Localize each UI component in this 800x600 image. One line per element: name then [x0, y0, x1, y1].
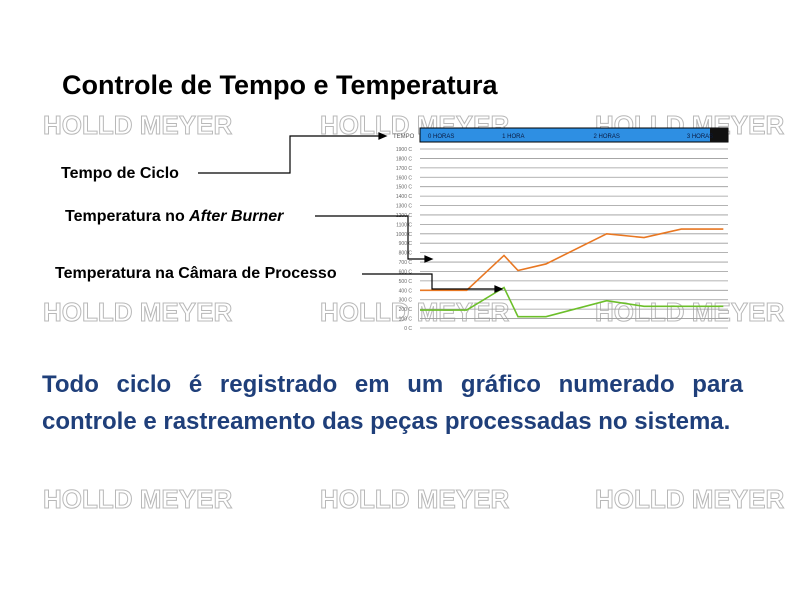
y-tick-label: 1600 C	[396, 175, 413, 181]
series-line-after-burner	[420, 228, 724, 292]
y-tick-label: 1300 C	[396, 204, 413, 210]
time-label: 3 HORAS	[687, 134, 713, 140]
series-line-chamber	[420, 286, 724, 318]
time-label: 0 HORAS	[428, 134, 454, 140]
y-tick-label: 1100 C	[396, 222, 412, 228]
y-tick-label: 700 C	[399, 260, 413, 266]
connector-cycle-time-arrow	[378, 132, 388, 140]
callout-after-burner: Temperatura no After Burner	[65, 208, 283, 226]
description-text: Todo ciclo é registrado em um gráfico nu…	[42, 371, 743, 435]
y-tick-label: 100 C	[399, 317, 413, 323]
time-header-end	[710, 128, 728, 142]
watermark: HOLLD MEYER	[319, 297, 510, 328]
time-header-bar	[419, 127, 729, 143]
time-label: 2 HORAS	[593, 134, 619, 140]
y-tick-label: 500 C	[399, 279, 413, 285]
callout-after-burner-prefix: Temperatura no	[65, 208, 190, 225]
y-tick-label: 300 C	[399, 298, 413, 304]
connector-after-burner	[315, 215, 426, 260]
callout-cycle-time: Tempo de Ciclo	[61, 165, 179, 182]
y-tick-label: 600 C	[399, 269, 413, 275]
y-tick-label: 1500 C	[396, 185, 413, 191]
connector-chamber-arrow	[494, 285, 504, 293]
y-tick-label: 1800 C	[396, 156, 413, 162]
time-label: 1 HORA	[502, 134, 524, 140]
y-tick-label: 1900 C	[396, 147, 413, 153]
y-tick-label: 1400 C	[396, 194, 413, 200]
callout-after-burner-italic: After Burner	[189, 208, 284, 225]
y-tick-label: 200 C	[399, 307, 413, 313]
watermark: HOLLD MEYER	[42, 297, 233, 328]
connector-chamber	[362, 273, 496, 290]
connector-after-burner-arrow	[424, 255, 434, 263]
callout-connectors	[198, 132, 504, 293]
y-tick-label: 0 C	[404, 326, 412, 332]
y-tick-label: 800 C	[399, 251, 413, 257]
watermark: HOLLD MEYER	[319, 484, 510, 515]
time-header-label: TEMPO	[393, 134, 415, 140]
watermark: HOLLD MEYER	[594, 484, 785, 515]
watermark: HOLLD MEYER	[594, 297, 785, 328]
y-tick-label: 400 C	[399, 288, 413, 294]
time-labels: 0 HORAS 1 HORA 2 HORAS 3 HORAS	[428, 134, 713, 140]
chart-grid	[420, 148, 728, 329]
y-tick-label: 900 C	[399, 241, 413, 247]
watermark: HOLLD MEYER	[42, 484, 233, 515]
connector-cycle-time	[198, 135, 380, 174]
watermark: HOLLD MEYER	[42, 110, 233, 141]
page-title: Controle de Tempo e Temperatura	[62, 70, 498, 100]
y-tick-label: 1700 C	[396, 166, 413, 172]
y-axis-ticks: 1900 C 1800 C 1700 C 1600 C 1500 C 1400 C 1300…	[396, 147, 413, 332]
chart-series	[420, 228, 724, 318]
callout-chamber: Temperatura na Câmara de Processo	[55, 265, 337, 282]
y-tick-label: 1000 C	[396, 232, 413, 238]
